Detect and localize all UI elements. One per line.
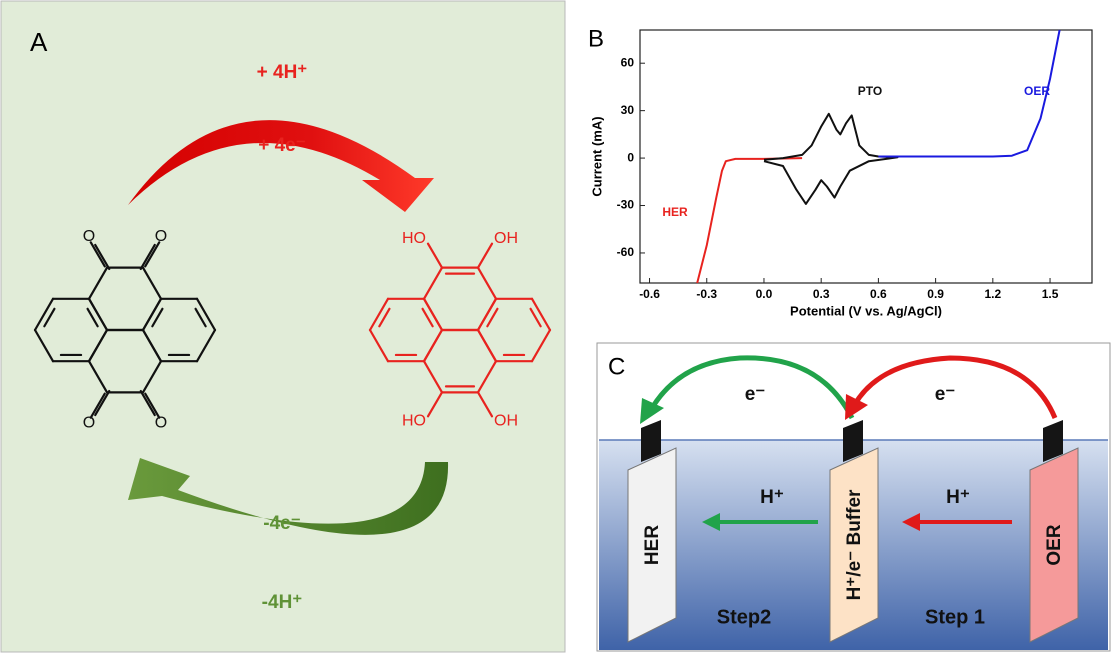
atom-label: HO bbox=[402, 230, 426, 247]
reaction-label: + 4e⁻ bbox=[258, 135, 306, 156]
atom-label: O bbox=[83, 228, 95, 245]
x-axis-label: Potential (V vs. Ag/AgCl) bbox=[790, 303, 942, 318]
x-tick-label: 1.2 bbox=[984, 287, 1001, 301]
atom-label: O bbox=[155, 228, 167, 245]
y-tick-label: 60 bbox=[621, 55, 635, 69]
page: {"panel_a": {"label": "A", "top_labels":… bbox=[0, 0, 1112, 653]
atom-label: OH bbox=[494, 230, 518, 247]
panel-label: C bbox=[608, 353, 625, 380]
y-axis-label: Current (mA) bbox=[589, 116, 604, 196]
x-tick-label: -0.3 bbox=[696, 287, 717, 301]
y-tick-label: 30 bbox=[621, 103, 635, 117]
panel-label: B bbox=[588, 25, 604, 52]
reaction-label: -4e⁻ bbox=[263, 513, 301, 534]
electrode-label: HER bbox=[642, 525, 663, 565]
figure: A + 4H⁺ + 4e⁻ -4e⁻ -4H⁺ O O O O HO OH HO OH B -0.6 -0.3… bbox=[0, 0, 1112, 653]
series-label: OER bbox=[1024, 84, 1050, 98]
x-tick-label: 0.0 bbox=[756, 287, 773, 301]
x-tick-label: 0.6 bbox=[870, 287, 887, 301]
label: e⁻ bbox=[935, 384, 956, 405]
panel-label: A bbox=[30, 27, 48, 57]
electrode-label: OER bbox=[1044, 524, 1065, 565]
data-line bbox=[764, 114, 898, 204]
x-tick-label: 1.5 bbox=[1042, 287, 1059, 301]
series-label: HER bbox=[662, 205, 688, 219]
electrode-label: H⁺/e⁻ Buffer bbox=[844, 489, 865, 600]
x-tick-label: -0.6 bbox=[639, 287, 660, 301]
atom-label: O bbox=[83, 415, 95, 432]
atom-label: OH bbox=[494, 413, 518, 430]
y-tick-label: -30 bbox=[617, 198, 635, 212]
data-line bbox=[697, 158, 802, 283]
x-tick-label: 0.9 bbox=[927, 287, 944, 301]
label: H⁺ bbox=[946, 487, 970, 508]
label: Step 1 bbox=[925, 606, 985, 628]
reaction-label: + 4H⁺ bbox=[257, 62, 308, 83]
y-tick-label: 0 bbox=[627, 150, 634, 164]
atom-label: O bbox=[155, 415, 167, 432]
label: Step2 bbox=[717, 606, 771, 628]
atom-label: HO bbox=[402, 413, 426, 430]
series-label: PTO bbox=[858, 84, 882, 98]
label: H⁺ bbox=[760, 487, 784, 508]
label: e⁻ bbox=[745, 384, 766, 405]
x-tick-label: 0.3 bbox=[813, 287, 830, 301]
reaction-label: -4H⁺ bbox=[262, 592, 303, 613]
y-tick-label: -60 bbox=[617, 245, 635, 259]
